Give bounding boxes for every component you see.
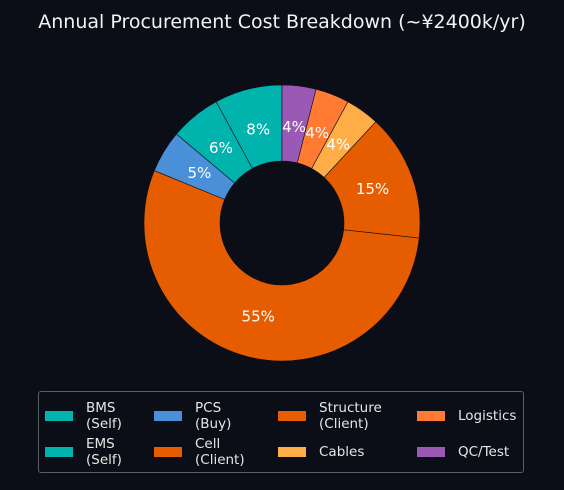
donut-chart: 8%6%5%55%15%4%4%4% xyxy=(143,84,421,362)
legend-item-ems-self: EMS (Self) xyxy=(45,436,122,468)
value-label-logistics: 4% xyxy=(305,124,329,142)
value-label-pcs-buy: 5% xyxy=(187,164,211,182)
legend-item-cell-client: Cell (Client) xyxy=(154,436,245,468)
legend-label: PCS (Buy) xyxy=(195,400,232,432)
slice-qc-test xyxy=(281,84,317,164)
legend-item-pcs-buy: PCS (Buy) xyxy=(154,400,231,432)
legend-swatch xyxy=(154,411,182,421)
legend-label: BMS (Self) xyxy=(86,400,122,432)
legend-swatch xyxy=(417,447,445,457)
legend-swatch xyxy=(278,411,306,421)
slice-structure-client xyxy=(323,121,421,239)
legend-swatch xyxy=(417,411,445,421)
legend-label: Cell (Client) xyxy=(195,436,245,468)
chart-legend: BMS (Self) EMS (Self) PCS (Buy) Cell (Clien… xyxy=(38,391,524,473)
legend-item-qc-test: QC/Test xyxy=(417,444,509,460)
legend-item-logistics: Logistics xyxy=(417,408,516,424)
legend-label: Cables xyxy=(319,444,365,460)
legend-label: EMS (Self) xyxy=(86,436,122,468)
slice-cell-client xyxy=(143,170,420,362)
value-label-cell-client: 55% xyxy=(242,308,275,326)
legend-label: Logistics xyxy=(458,408,517,424)
legend-swatch xyxy=(45,447,73,457)
value-label-cables: 4% xyxy=(326,135,350,153)
legend-item-bms-self: BMS (Self) xyxy=(45,400,122,432)
legend-swatch xyxy=(278,447,306,457)
legend-swatch xyxy=(154,447,182,457)
value-label-ems-self: 6% xyxy=(209,139,233,157)
legend-label: QC/Test xyxy=(458,444,510,460)
legend-swatch xyxy=(45,411,73,421)
legend-label: Structure (Client) xyxy=(319,400,382,432)
legend-item-structure-client: Structure (Client) xyxy=(278,400,382,432)
value-label-bms-self: 8% xyxy=(246,120,270,138)
legend-item-cables: Cables xyxy=(278,444,364,460)
value-label-structure-client: 15% xyxy=(356,180,389,198)
chart-title: Annual Procurement Cost Breakdown (~¥240… xyxy=(38,11,526,33)
value-label-qc-test: 4% xyxy=(282,118,306,136)
